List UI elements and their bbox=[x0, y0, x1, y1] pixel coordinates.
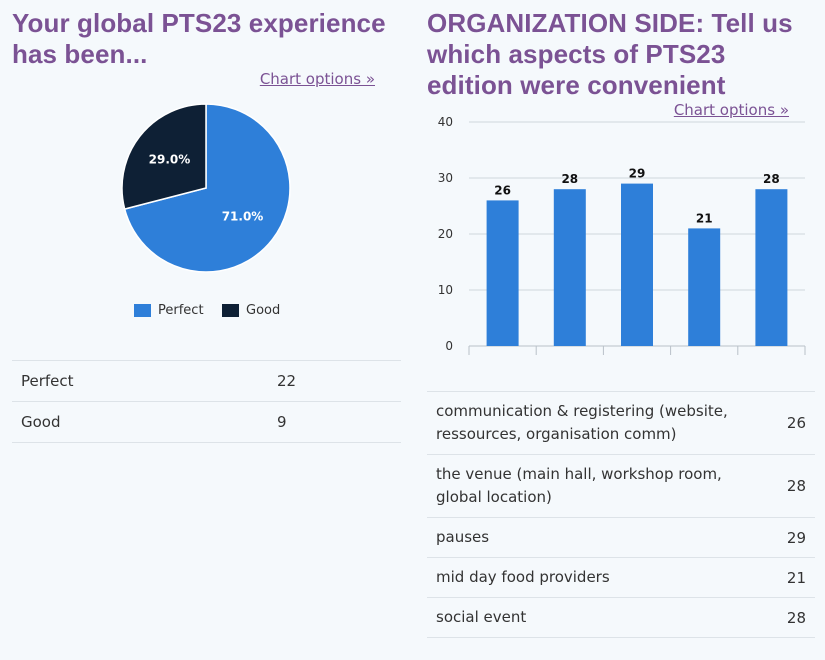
row-label: mid day food providers bbox=[427, 557, 766, 598]
legend-swatch-perfect bbox=[134, 304, 151, 317]
table-row: communication & registering (website, re… bbox=[427, 391, 815, 455]
row-label: social event bbox=[427, 597, 766, 638]
y-tick-label: 30 bbox=[438, 171, 453, 185]
bar[interactable] bbox=[755, 189, 788, 346]
row-label: communication & registering (website, re… bbox=[427, 391, 766, 455]
row-label: Perfect bbox=[12, 360, 269, 402]
chart-options-link[interactable]: Chart options » bbox=[673, 101, 789, 119]
row-value: 28 bbox=[766, 454, 815, 518]
row-value: 29 bbox=[766, 517, 815, 558]
bar-value-label: 28 bbox=[763, 172, 780, 186]
y-tick-label: 10 bbox=[438, 283, 453, 297]
row-value: 9 bbox=[269, 401, 401, 443]
legend-label: Perfect bbox=[158, 303, 204, 318]
row-value: 26 bbox=[766, 391, 815, 455]
row-value: 21 bbox=[766, 557, 815, 598]
row-label: pauses bbox=[427, 517, 766, 558]
chart-options-link[interactable]: Chart options » bbox=[259, 70, 375, 88]
row-label: Good bbox=[12, 401, 269, 443]
bar-value-label: 21 bbox=[696, 211, 713, 225]
pie-data-table: Perfect 22 Good 9 bbox=[12, 360, 401, 443]
legend-swatch-good bbox=[222, 304, 239, 317]
table-row: Perfect 22 bbox=[12, 360, 401, 402]
row-value: 28 bbox=[766, 597, 815, 638]
pie-chart-title: Your global PTS23 experience has been... bbox=[12, 8, 386, 69]
bar-value-label: 28 bbox=[561, 172, 578, 186]
legend-item-good[interactable]: Good bbox=[222, 303, 280, 318]
pie-legend: Perfect Good bbox=[12, 303, 402, 321]
bar[interactable] bbox=[688, 228, 721, 346]
pie-slice-label: 29.0% bbox=[149, 153, 191, 167]
bar[interactable] bbox=[621, 183, 653, 346]
pie-slice-good[interactable] bbox=[121, 103, 207, 210]
pie-slice-label: 71.0% bbox=[222, 209, 264, 223]
pie-slice-perfect[interactable] bbox=[123, 103, 291, 273]
y-tick-label: 20 bbox=[438, 227, 453, 241]
y-tick-label: 40 bbox=[438, 115, 453, 129]
bar-data-table: communication & registering (website, re… bbox=[427, 391, 815, 638]
row-value: 22 bbox=[269, 360, 401, 402]
bar-value-label: 26 bbox=[494, 183, 511, 197]
table-row: mid day food providers 21 bbox=[427, 557, 815, 598]
bar-chart: 0 10 20 30 40 26 28 29 21 28 bbox=[438, 115, 806, 355]
bar[interactable] bbox=[553, 189, 586, 346]
pie-chart: 71.0% 29.0% bbox=[121, 103, 291, 273]
row-label: the venue (main hall, workshop room, glo… bbox=[427, 454, 766, 518]
bar-value-label: 29 bbox=[629, 167, 646, 181]
table-row: social event 28 bbox=[427, 597, 815, 638]
table-row: Good 9 bbox=[12, 401, 401, 443]
bar-chart-title: ORGANIZATION SIDE: Tell us which aspects… bbox=[427, 8, 793, 100]
legend-label: Good bbox=[246, 303, 281, 318]
legend-item-perfect[interactable]: Perfect bbox=[134, 303, 204, 318]
y-tick-label: 0 bbox=[445, 339, 453, 353]
left-panel: Your global PTS23 experience has been...… bbox=[12, 0, 402, 660]
table-row: the venue (main hall, workshop room, glo… bbox=[427, 454, 815, 518]
bar[interactable] bbox=[486, 200, 519, 346]
table-row: pauses 29 bbox=[427, 517, 815, 558]
right-panel: ORGANIZATION SIDE: Tell us which aspects… bbox=[427, 0, 817, 660]
